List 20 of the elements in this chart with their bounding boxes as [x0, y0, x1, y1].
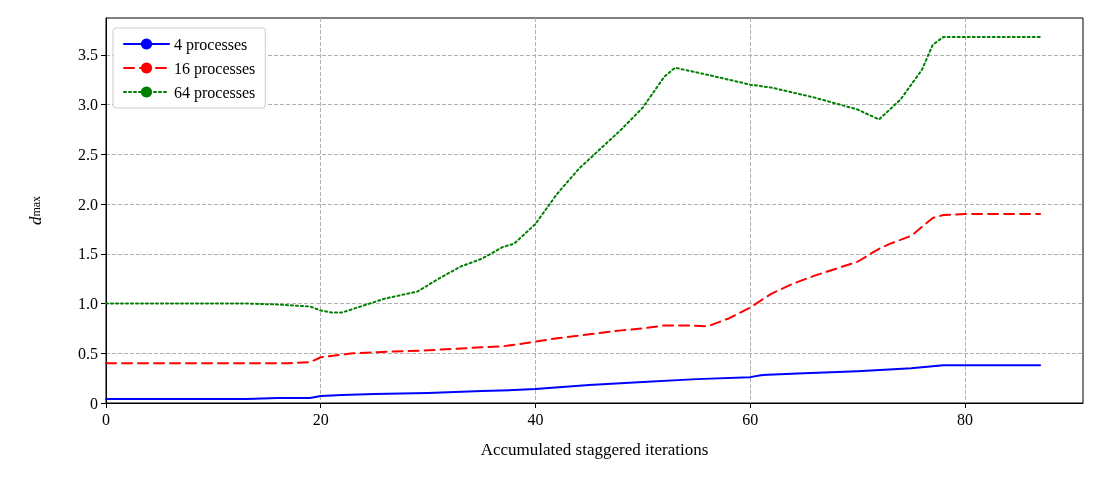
- y-tick-label: 0.5: [78, 344, 98, 362]
- y-tick-label: 0: [90, 394, 98, 412]
- x-axis-title: Accumulated staggered iterations: [480, 440, 709, 459]
- y-tick-label: 1.5: [78, 245, 98, 263]
- line-series: [105, 364, 1042, 401]
- x-tick-label: 40: [527, 410, 544, 428]
- y-tick-label: 2.0: [78, 195, 98, 213]
- legend-label: 4 processes: [174, 35, 248, 54]
- x-tick-label: 80: [956, 410, 973, 428]
- x-tick-label: 20: [312, 410, 329, 428]
- y-tick-label: 3.0: [78, 96, 98, 114]
- line-series: [105, 35, 1042, 314]
- y-tick-label: 1.0: [78, 295, 98, 313]
- legend-label: 64 processes: [174, 83, 256, 102]
- x-tick-label: 60: [742, 410, 759, 428]
- line-series: [105, 212, 1042, 365]
- x-tick-label: 0: [102, 410, 110, 428]
- legend-label: 16 processes: [174, 59, 256, 78]
- y-tick-label: 2.5: [78, 145, 98, 163]
- y-tick-label: 3.5: [78, 46, 98, 64]
